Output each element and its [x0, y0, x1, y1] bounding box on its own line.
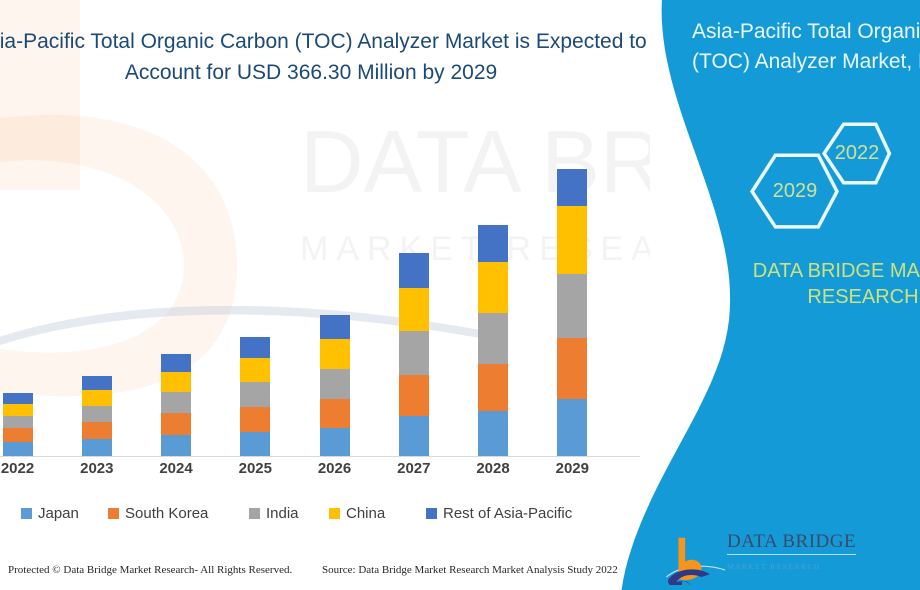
svg-text:2022: 2022: [835, 142, 880, 164]
svg-text:2029: 2029: [773, 180, 818, 202]
